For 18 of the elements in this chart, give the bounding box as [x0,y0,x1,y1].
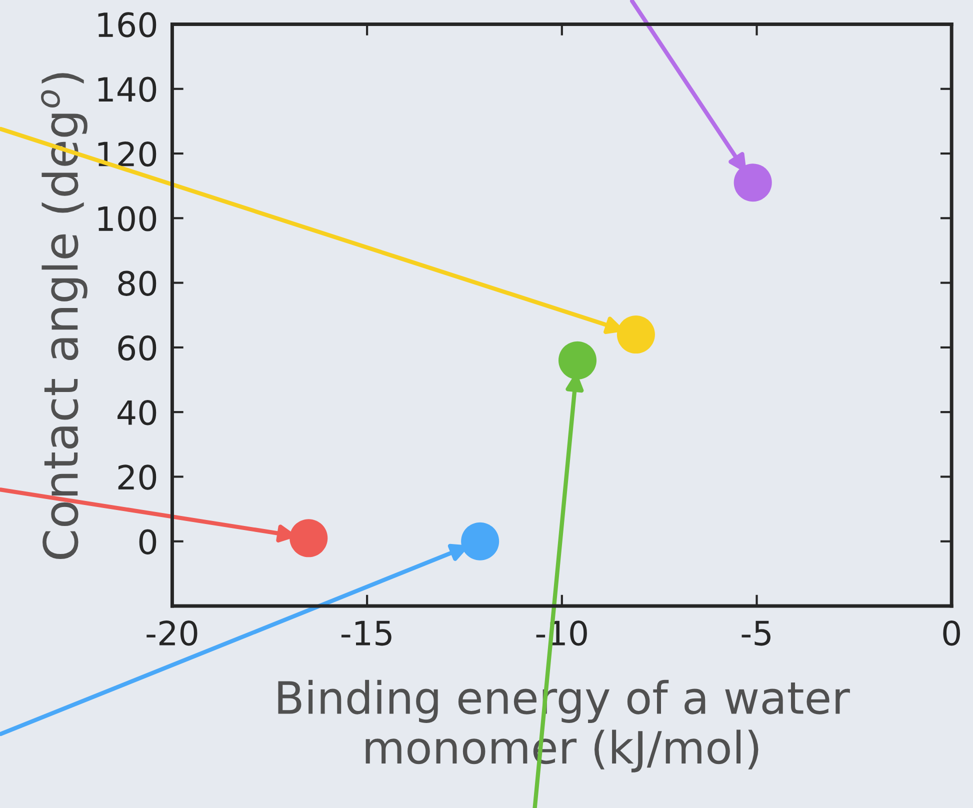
point [734,164,772,202]
x-tick-label: -15 [341,620,392,646]
x-tick-label: 0 [943,620,960,646]
point [461,522,500,560]
point [290,519,328,558]
point [558,341,597,380]
y-tick-label: 60 [118,335,156,361]
y-tick-label: 20 [118,464,156,490]
x-tick-label: -5 [742,620,770,646]
y-tick-label: 80 [118,270,156,296]
y-tick-label: 160 [98,12,156,38]
y-tick-label: 0 [139,529,156,554]
y-tick-label: 40 [118,400,156,426]
y-tick-label: 100 [98,206,156,232]
y-axis-title: Contact angle (deg$^{o}$) [41,73,88,559]
y-tick-label: 140 [98,76,156,102]
x-tick-label: -20 [146,620,198,646]
point [616,315,655,354]
